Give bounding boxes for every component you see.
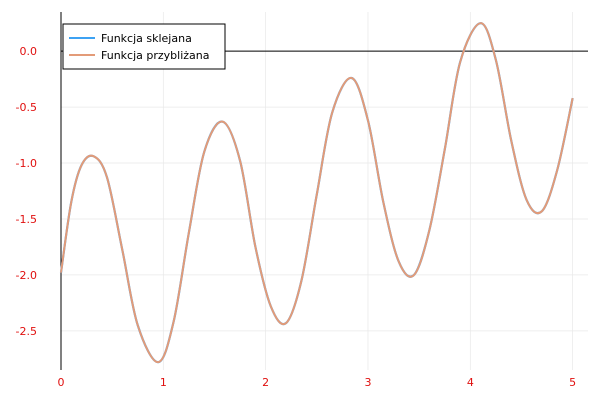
x-tick-label: 3 (364, 376, 371, 389)
legend-box (62, 23, 226, 70)
x-tick-label: 0 (58, 376, 65, 389)
y-tick-label: -1.5 (16, 213, 37, 226)
legend-label: Funkcja przybliżana (101, 49, 210, 62)
y-tick-label: 0.0 (20, 45, 38, 58)
y-tick-label: -2.5 (16, 325, 37, 338)
series-lines (59, 22, 574, 364)
x-tick-label: 5 (569, 376, 576, 389)
legend: Funkcja sklejana Funkcja przybliżana (62, 23, 226, 70)
series-line-2 (60, 22, 574, 364)
x-tick-label: 1 (160, 376, 167, 389)
x-tick-label: 2 (262, 376, 269, 389)
y-tick-label: -1.0 (16, 157, 37, 170)
y-tick-label: -2.0 (16, 269, 37, 282)
legend-label: Funkcja sklejana (101, 32, 192, 45)
x-tick-label: 4 (467, 376, 474, 389)
y-tick-label: -0.5 (16, 101, 37, 114)
